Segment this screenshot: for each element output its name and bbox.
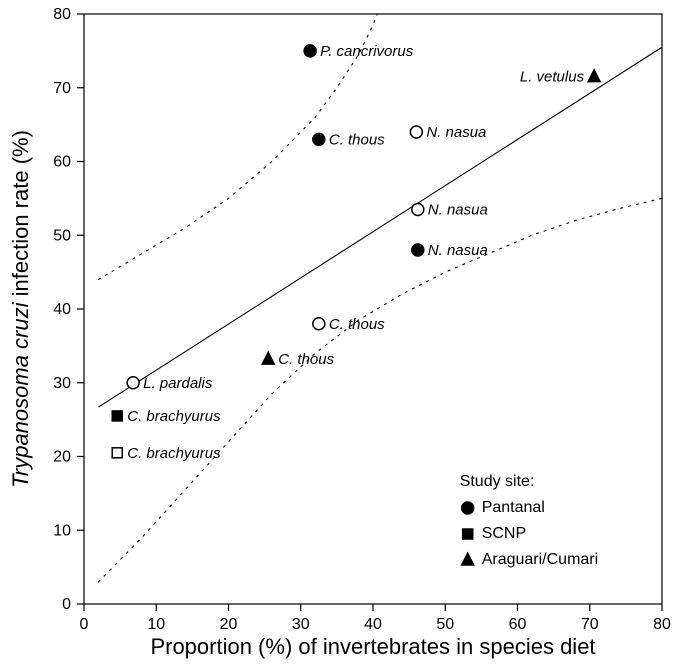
data-point: C. brachyurus <box>112 408 221 425</box>
y-tick-label: 50 <box>53 227 71 244</box>
y-tick-label: 40 <box>53 301 71 318</box>
data-point-label: L. vetulus <box>520 69 585 86</box>
y-axis-label: Trypanosoma cruzi infection rate (%) <box>8 130 33 488</box>
data-point: C. brachyurus <box>112 445 221 462</box>
marker-square <box>112 411 122 421</box>
x-tick-label: 20 <box>220 616 238 633</box>
x-tick-label: 70 <box>581 616 599 633</box>
x-tick-label: 30 <box>292 616 310 633</box>
y-tick-label: 30 <box>53 375 71 392</box>
x-tick-label: 10 <box>147 616 165 633</box>
marker-circle <box>313 133 325 145</box>
x-tick-label: 40 <box>364 616 382 633</box>
data-point-label: N. nasua <box>426 124 486 141</box>
y-tick-label: 20 <box>53 449 71 466</box>
scatter-chart: 0 10 20 30 40 50 60 70 80 0 10 20 30 40 50 60 70 80 Propor… <box>0 0 685 669</box>
x-axis-label: Proportion (%) of invertebrates in speci… <box>150 634 595 659</box>
x-tick-label: 0 <box>80 616 89 633</box>
marker-circle <box>304 45 316 57</box>
marker-circle <box>412 203 424 215</box>
y-tick-label: 10 <box>53 522 71 539</box>
y-tick-label: 70 <box>53 80 71 97</box>
data-point-label: C. thous <box>329 316 385 333</box>
legend-item-label: Araguari/Cumari <box>482 551 598 568</box>
legend-title: Study site: <box>460 473 535 490</box>
data-point-label: C. brachyurus <box>127 408 221 425</box>
marker-circle <box>313 318 325 330</box>
marker-circle <box>127 377 139 389</box>
x-tick-label: 60 <box>509 616 527 633</box>
y-tick-label: 0 <box>62 596 71 613</box>
x-tick-label: 80 <box>653 616 671 633</box>
marker-circle <box>462 502 474 514</box>
y-tick-label: 80 <box>53 6 71 23</box>
marker-circle <box>410 126 422 138</box>
y-tick-label: 60 <box>53 154 71 171</box>
data-point-label: P. cancrivorus <box>320 43 414 60</box>
data-point-label: N. nasua <box>428 201 488 218</box>
data-point-label: N. nasua <box>428 242 488 259</box>
marker-circle <box>412 244 424 256</box>
legend-item-label: Pantanal <box>482 499 545 516</box>
legend-item-label: SCNP <box>482 525 526 542</box>
data-point-label: C. thous <box>278 351 334 368</box>
data-point-label: C. brachyurus <box>127 445 221 462</box>
marker-square <box>463 529 473 539</box>
marker-square <box>112 448 122 458</box>
data-point: P. cancrivorus <box>304 43 414 60</box>
x-tick-label: 50 <box>436 616 454 633</box>
data-point-label: L. pardalis <box>143 375 213 392</box>
data-point-label: C. thous <box>329 131 385 148</box>
